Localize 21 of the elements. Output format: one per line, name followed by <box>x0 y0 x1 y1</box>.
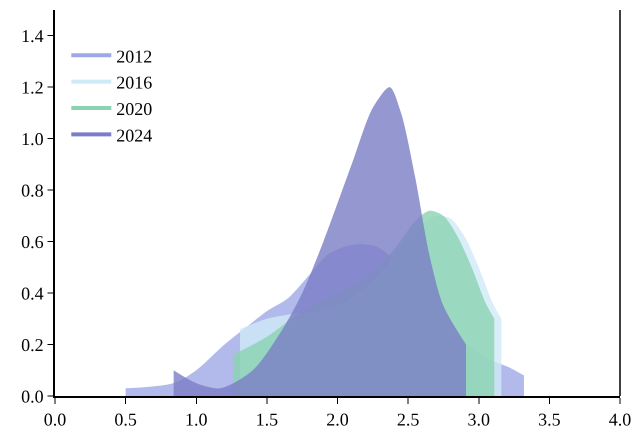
legend-label: 2016 <box>116 72 152 93</box>
y-tick-label: 0.8 <box>21 180 44 200</box>
x-tick-label: 2.0 <box>326 409 349 430</box>
x-tick-label: 0.5 <box>114 409 137 430</box>
y-tick-label: 0.6 <box>21 232 44 252</box>
y-tick-label: 0.0 <box>21 386 44 406</box>
x-tick-label: 2.5 <box>396 409 420 430</box>
y-tick-label: 0.4 <box>21 283 44 304</box>
y-tick-label: 1.2 <box>21 78 44 98</box>
y-tick-label: 1.0 <box>21 128 44 149</box>
x-tick-label: 4.0 <box>608 409 632 430</box>
x-tick-label: 1.5 <box>256 409 278 430</box>
x-tick-label: 1.0 <box>185 409 208 430</box>
legend-label: 2024 <box>116 125 152 146</box>
legend-label: 2020 <box>116 99 152 120</box>
y-tick-label: 1.4 <box>21 26 44 46</box>
x-tick-label: 3.0 <box>468 409 490 430</box>
x-tick-label: 3.5 <box>538 409 561 430</box>
x-tick-label: 0.0 <box>44 409 66 430</box>
y-tick-label: 0.2 <box>21 334 44 355</box>
legend-label: 2012 <box>116 46 152 66</box>
